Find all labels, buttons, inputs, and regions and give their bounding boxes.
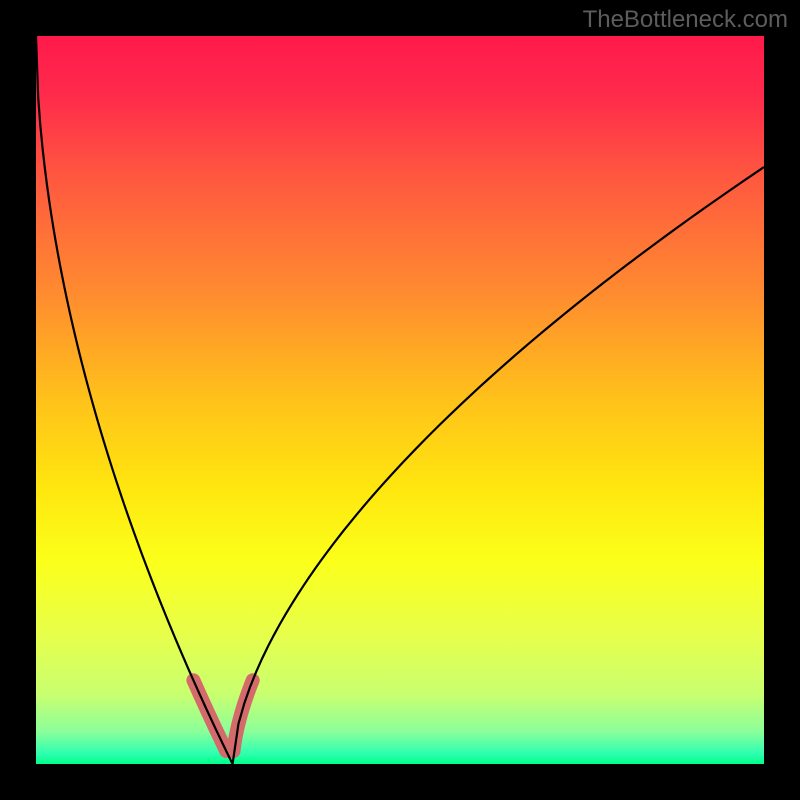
watermark-text: TheBottleneck.com [583, 6, 788, 34]
plot-background [36, 36, 764, 764]
bottleneck-chart [0, 0, 800, 800]
chart-frame: TheBottleneck.com [0, 0, 800, 800]
